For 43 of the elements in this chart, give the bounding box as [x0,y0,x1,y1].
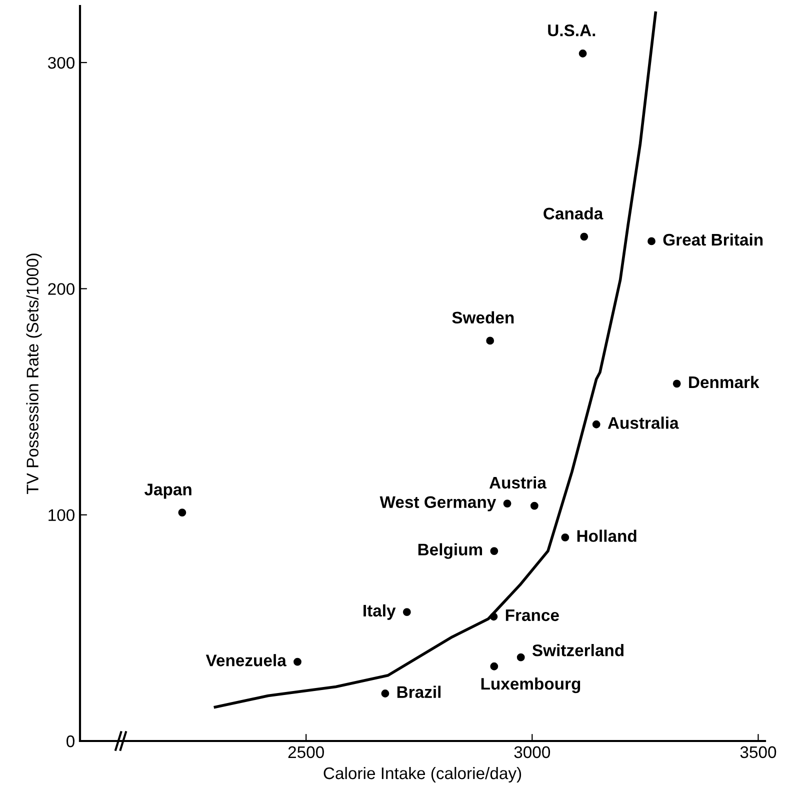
point [672,380,681,388]
annotation: Sweden [452,311,514,324]
annotation: Venezuela [206,654,286,666]
annotation: Austria [489,476,547,489]
y-axis-title: TV Possession Rate (Sets/1000) [26,254,42,494]
annotation: U.S.A. [548,24,596,36]
y-tick-label: 0 [66,735,74,748]
point [490,612,498,621]
x-tick-label: 3000 [514,746,550,758]
annotation: West Germany [380,496,496,512]
x-tick-label: 2500 [288,746,324,758]
x-axis-title: Calorie Intake (calorie/day) [324,766,522,782]
x-tick-label: 3500 [740,746,776,758]
annotation: Brazil [397,686,441,698]
annotation: Luxembourg [481,677,580,694]
annotation: Canada [544,207,604,220]
point [402,608,411,616]
y-tick-label: 300 [48,56,74,69]
point [648,237,656,246]
annotation: Great Britain [663,233,763,246]
annotation: Belgium [418,543,482,559]
point [503,500,512,508]
point [516,653,525,662]
annotation: France [506,609,559,622]
point [486,336,494,345]
annotation: Switzerland [532,644,624,656]
point [490,662,498,670]
annotation: Italy [364,604,396,620]
y-tick-label: 200 [48,283,74,295]
point [530,502,538,510]
annotation: Japan [144,484,192,499]
point [580,232,588,241]
point [578,50,587,58]
point [294,658,302,666]
annotation: Holland [577,530,636,542]
point [561,534,570,542]
point [381,690,390,698]
point [178,508,186,517]
point [592,420,600,428]
y-tick-label: 100 [48,509,74,522]
point [490,547,498,555]
annotation: Denmark [689,376,760,388]
annotation: Australia [608,416,679,429]
